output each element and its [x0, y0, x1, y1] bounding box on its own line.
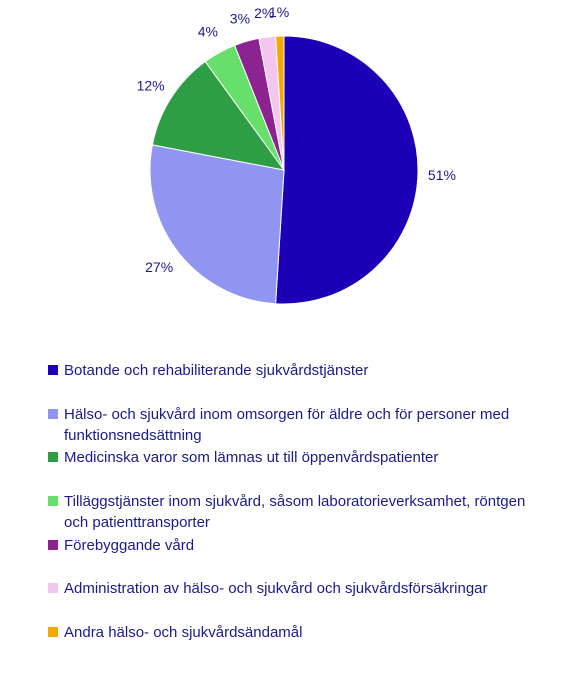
legend-item: Medicinska varor som lämnas ut till öppe…	[48, 447, 534, 468]
legend-swatch	[48, 365, 58, 375]
legend-swatch	[48, 496, 58, 506]
legend-label: Medicinska varor som lämnas ut till öppe…	[64, 449, 439, 466]
legend-label: Förebyggande vård	[64, 537, 195, 554]
legend-item: Botande och rehabiliterande sjukvårdstjä…	[48, 360, 534, 381]
slice-label: 3%	[230, 10, 250, 26]
slice-label: 4%	[198, 24, 218, 40]
slice-label: 2%	[254, 5, 274, 21]
slice-label: 12%	[137, 77, 165, 93]
pie-slice	[149, 144, 285, 305]
legend-swatch	[48, 409, 58, 419]
legend-item: Administration av hälso- och sjukvård oc…	[48, 578, 534, 599]
legend-item: Andra hälso- och sjukvårdsändamål	[48, 622, 534, 643]
legend-swatch	[48, 452, 58, 462]
legend-swatch	[48, 540, 58, 550]
legend-label: Andra hälso- och sjukvårdsändamål	[64, 624, 303, 641]
slice-label: 51%	[428, 167, 456, 183]
pie-slice	[275, 35, 419, 305]
slice-label: 27%	[145, 259, 173, 275]
legend-item: Tilläggstjänster inom sjukvård, såsom la…	[48, 491, 534, 533]
pie-slice	[151, 60, 286, 171]
legend-item: Förebyggande vård	[48, 535, 534, 556]
legend-label: Administration av hälso- och sjukvård oc…	[64, 580, 488, 597]
legend-swatch	[48, 627, 58, 637]
legend-label: Botande och rehabiliterande sjukvårdstjä…	[64, 362, 369, 379]
pie-chart: 51% 27% 12% 4% 3% 2%1%	[137, 4, 456, 305]
legend-item: Hälso- och sjukvård inom omsorgen för äl…	[48, 404, 534, 446]
pie-slice	[275, 35, 285, 171]
slice-label: 1%	[269, 4, 289, 20]
legend-label: Hälso- och sjukvård inom omsorgen för äl…	[64, 406, 510, 444]
legend-swatch	[48, 583, 58, 593]
legend-label: Tilläggstjänster inom sjukvård, såsom la…	[64, 493, 526, 531]
